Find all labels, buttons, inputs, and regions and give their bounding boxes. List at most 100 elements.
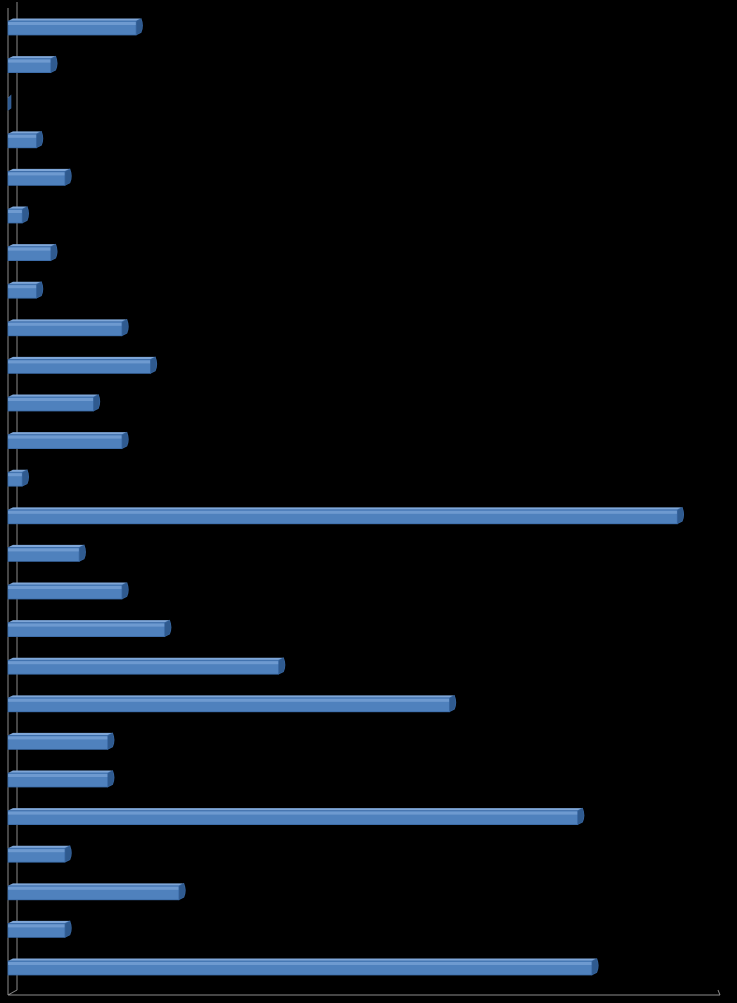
bar-end	[36, 281, 44, 299]
bar	[7, 882, 186, 901]
bar-top	[8, 845, 70, 849]
bar-sliver	[7, 94, 12, 111]
bar-highlight	[8, 661, 279, 665]
bar-end	[178, 882, 186, 901]
bar	[7, 394, 101, 412]
bar-highlight	[8, 435, 122, 439]
bar-end	[150, 356, 158, 374]
bar-top	[8, 620, 170, 623]
bar	[7, 206, 29, 224]
bar	[7, 281, 44, 299]
bar-highlight	[8, 134, 37, 138]
bar-top	[8, 808, 583, 811]
x-axis-depth-line	[7, 989, 18, 996]
bar	[7, 770, 115, 788]
bar	[7, 130, 44, 149]
bar-highlight	[8, 698, 450, 702]
bar-highlight	[8, 548, 80, 552]
bar-top	[8, 131, 42, 134]
bar-highlight	[8, 774, 108, 777]
bar-top	[8, 432, 127, 435]
bar-top	[8, 920, 70, 924]
bar	[7, 431, 129, 450]
bar	[7, 807, 585, 826]
bar	[7, 958, 599, 976]
bar-highlight	[8, 886, 179, 890]
bar-end	[50, 243, 58, 262]
bar-layer	[7, 18, 685, 976]
bar-top	[8, 544, 85, 548]
bar	[7, 55, 58, 74]
bar-top	[8, 356, 156, 360]
axis-layer	[7, 2, 721, 996]
bar-top	[8, 770, 113, 773]
bar-end	[64, 920, 72, 938]
bar-highlight	[8, 849, 65, 853]
bar-end	[591, 958, 599, 976]
bar-top	[8, 469, 28, 473]
bar-top	[8, 168, 70, 172]
bar-highlight	[8, 811, 578, 815]
bar	[7, 845, 72, 863]
bar-end	[93, 394, 101, 412]
bar-top	[8, 394, 99, 397]
bar	[7, 356, 158, 374]
bar-end	[78, 544, 86, 562]
bar-top	[8, 507, 683, 510]
x-axis-end-line	[717, 989, 721, 996]
bar-highlight	[8, 623, 165, 627]
bar-end	[577, 807, 585, 826]
bar-end	[21, 469, 29, 487]
bar	[7, 506, 685, 525]
bar-end	[121, 318, 129, 337]
bar	[7, 694, 457, 713]
bar	[7, 243, 58, 262]
bar-highlight	[8, 322, 122, 326]
bar	[7, 619, 172, 638]
bar-end	[21, 206, 29, 224]
bar-highlight	[8, 398, 94, 401]
bar-end	[676, 506, 685, 525]
bar	[7, 582, 129, 600]
bar-end	[64, 845, 72, 863]
bar-highlight	[8, 247, 51, 251]
bar-end	[278, 657, 286, 675]
bar-end	[50, 55, 58, 74]
bar-top	[8, 695, 455, 698]
bar-highlight	[8, 285, 37, 289]
bar-top	[8, 206, 28, 209]
bar	[7, 469, 29, 487]
bar-top	[8, 657, 284, 661]
bar-highlight	[8, 736, 108, 740]
bar-end	[121, 431, 129, 450]
bar-highlight	[8, 473, 23, 477]
bar-highlight	[8, 962, 592, 965]
bar-top	[8, 281, 42, 285]
bar	[7, 544, 86, 562]
bar	[7, 920, 72, 938]
bar-end	[107, 732, 115, 750]
bar-end	[135, 18, 143, 36]
bar-end	[36, 130, 44, 149]
bar-highlight	[8, 510, 678, 514]
bar	[7, 657, 286, 675]
bar	[7, 18, 143, 36]
bar-end	[64, 168, 72, 186]
bar	[7, 94, 12, 111]
bar-top	[8, 958, 597, 961]
bar-top	[8, 732, 113, 736]
bar-end	[164, 619, 172, 638]
bar-highlight	[8, 210, 23, 213]
bar-top	[8, 883, 184, 886]
bar-highlight	[8, 586, 122, 589]
bar-top	[8, 582, 127, 585]
bar-end	[121, 582, 129, 600]
bar	[7, 318, 129, 337]
bar-top	[8, 319, 127, 322]
bar-end	[107, 770, 115, 788]
bar	[7, 168, 72, 186]
bar-end	[449, 694, 457, 713]
bar-highlight	[8, 360, 151, 364]
bar-highlight	[8, 22, 137, 25]
